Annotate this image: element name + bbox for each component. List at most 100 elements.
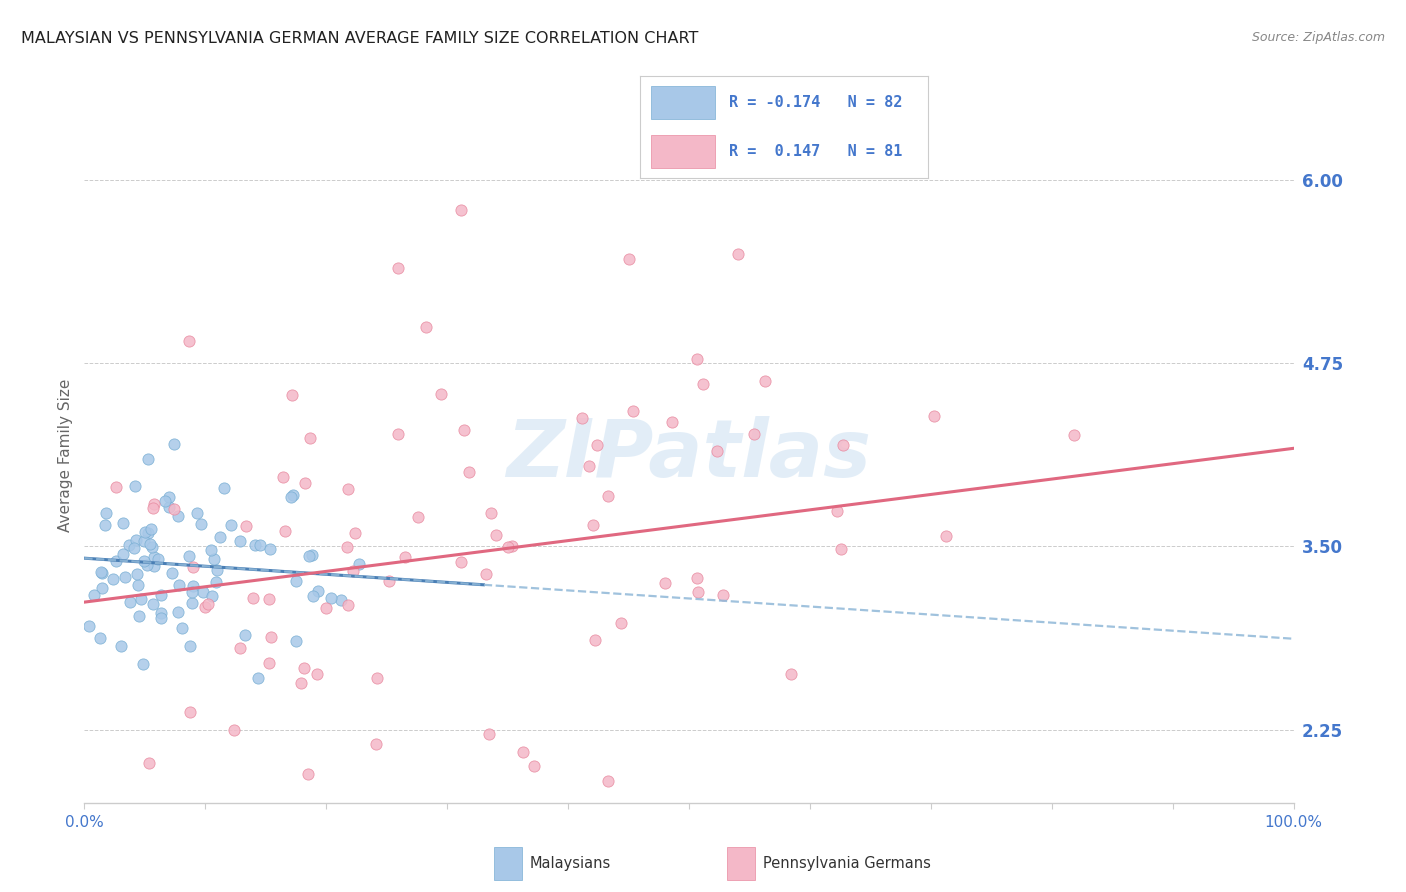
Point bbox=[183, 578, 205, 592]
Point bbox=[315, 601, 337, 615]
Point bbox=[160, 566, 183, 580]
Point bbox=[229, 533, 252, 548]
Point bbox=[202, 551, 225, 566]
Point bbox=[186, 506, 208, 520]
Point bbox=[128, 609, 150, 624]
Point bbox=[138, 451, 160, 466]
Point bbox=[274, 524, 297, 538]
Point bbox=[830, 541, 852, 556]
Point bbox=[349, 557, 371, 571]
Point bbox=[205, 574, 228, 589]
Point bbox=[273, 470, 295, 484]
Point bbox=[711, 588, 734, 602]
Point bbox=[214, 481, 236, 495]
Point bbox=[686, 351, 709, 366]
Point bbox=[142, 597, 165, 611]
Point bbox=[118, 595, 141, 609]
Point bbox=[297, 766, 319, 780]
Point bbox=[142, 550, 165, 565]
Point bbox=[583, 632, 606, 647]
Point bbox=[166, 605, 188, 619]
Bar bbox=[651, 87, 714, 119]
Bar bbox=[495, 847, 522, 880]
Point bbox=[83, 588, 105, 602]
Point bbox=[301, 548, 323, 562]
Point bbox=[479, 506, 502, 520]
Text: MALAYSIAN VS PENNSYLVANIA GERMAN AVERAGE FAMILY SIZE CORRELATION CHART: MALAYSIAN VS PENNSYLVANIA GERMAN AVERAGE… bbox=[21, 31, 699, 46]
Point bbox=[596, 489, 619, 503]
Point bbox=[496, 540, 519, 554]
Point bbox=[181, 559, 204, 574]
Bar bbox=[727, 847, 755, 880]
Text: Malaysians: Malaysians bbox=[530, 855, 612, 871]
Point bbox=[194, 599, 217, 614]
Point bbox=[450, 202, 472, 217]
Point bbox=[180, 585, 202, 599]
Point bbox=[243, 538, 266, 552]
Point bbox=[90, 581, 112, 595]
Point bbox=[319, 591, 342, 605]
Point bbox=[242, 591, 264, 605]
Point bbox=[475, 567, 498, 582]
Point bbox=[571, 410, 593, 425]
Point bbox=[478, 727, 501, 741]
Point bbox=[90, 565, 112, 579]
Point bbox=[157, 490, 180, 504]
Point bbox=[337, 482, 360, 496]
Point bbox=[190, 516, 212, 531]
Point bbox=[336, 541, 359, 555]
Point bbox=[110, 640, 132, 654]
Point bbox=[825, 504, 848, 518]
Point bbox=[780, 667, 803, 681]
Point bbox=[246, 671, 269, 685]
Point bbox=[77, 619, 100, 633]
Point bbox=[111, 516, 134, 530]
Point bbox=[586, 438, 609, 452]
Point bbox=[139, 537, 162, 551]
Point bbox=[132, 554, 155, 568]
Point bbox=[149, 611, 172, 625]
Point bbox=[101, 572, 124, 586]
Point bbox=[831, 438, 853, 452]
Point bbox=[329, 593, 352, 607]
Point bbox=[125, 533, 148, 548]
Point bbox=[222, 723, 245, 737]
Point bbox=[430, 387, 453, 401]
Point bbox=[281, 387, 304, 401]
Point bbox=[259, 656, 281, 670]
Point bbox=[193, 585, 215, 599]
Point bbox=[143, 559, 166, 574]
Point bbox=[578, 459, 600, 474]
Point bbox=[692, 377, 714, 392]
Point bbox=[111, 547, 134, 561]
Point bbox=[485, 528, 508, 542]
Point bbox=[394, 549, 416, 564]
Point bbox=[179, 639, 201, 653]
Point bbox=[294, 476, 316, 491]
Y-axis label: Average Family Size: Average Family Size bbox=[58, 378, 73, 532]
Point bbox=[406, 509, 429, 524]
Point bbox=[280, 490, 302, 504]
Point bbox=[197, 597, 219, 611]
Point bbox=[582, 518, 605, 533]
Point bbox=[134, 524, 156, 539]
Point bbox=[167, 509, 190, 524]
Point bbox=[124, 479, 146, 493]
Point bbox=[200, 543, 222, 558]
Point bbox=[249, 538, 271, 552]
Point bbox=[259, 541, 281, 556]
Point bbox=[205, 563, 228, 577]
Point bbox=[366, 671, 388, 685]
Point bbox=[523, 759, 546, 773]
Point bbox=[336, 599, 359, 613]
Point bbox=[305, 666, 328, 681]
Point bbox=[342, 564, 364, 578]
Point bbox=[104, 480, 127, 494]
Point bbox=[114, 570, 136, 584]
Point bbox=[706, 443, 728, 458]
Point bbox=[179, 705, 201, 719]
Point bbox=[302, 589, 325, 603]
Point bbox=[181, 596, 204, 610]
Point bbox=[201, 589, 224, 603]
Point bbox=[129, 592, 152, 607]
